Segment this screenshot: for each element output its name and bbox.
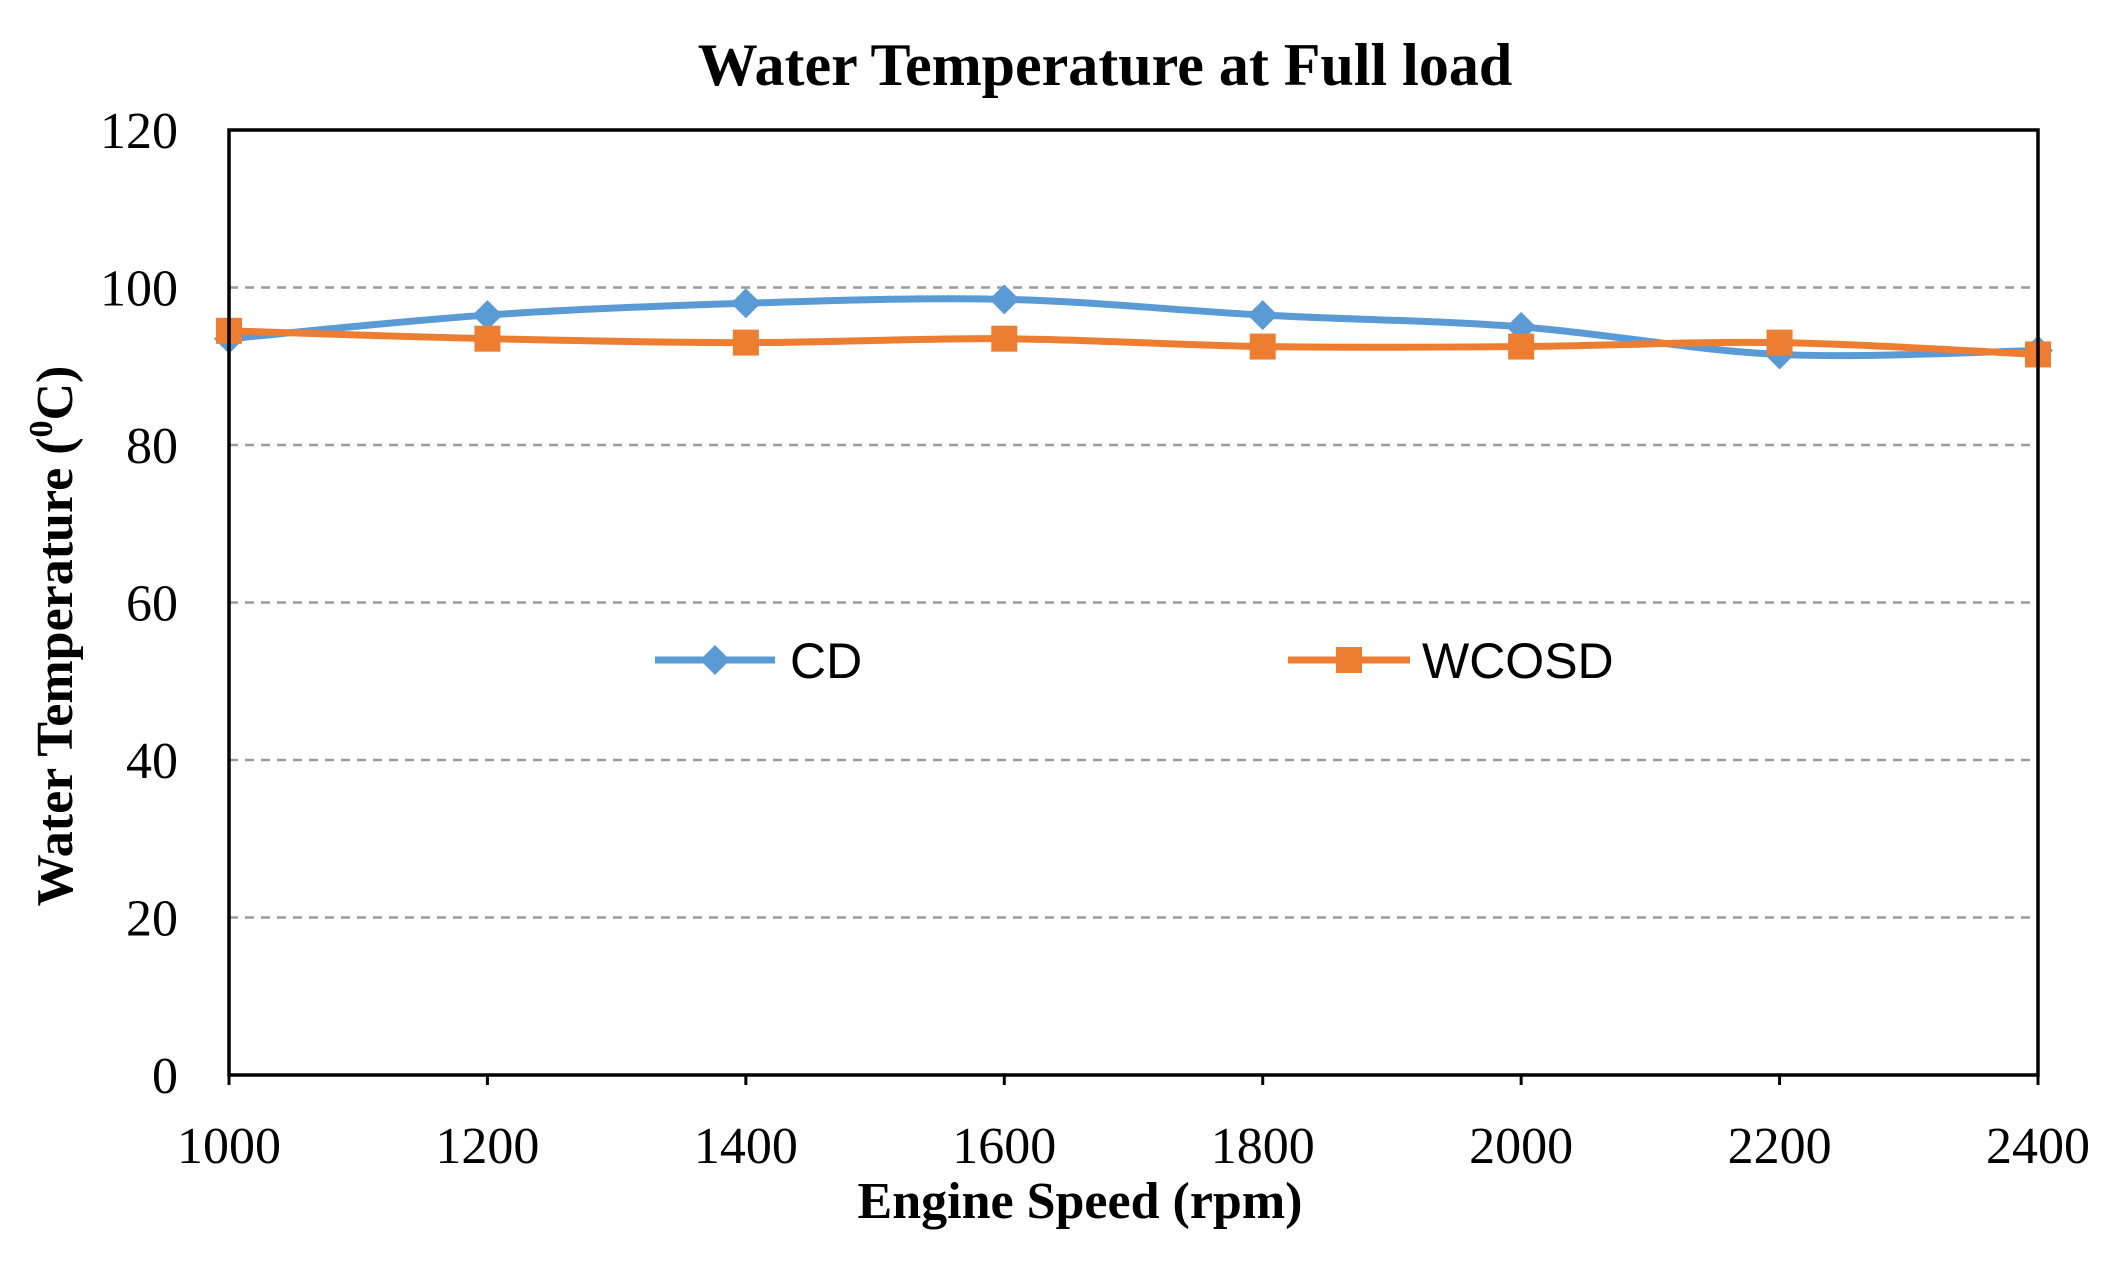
x-tick-labels: 1000 1200 1400 1600 1800 2000 2200 2400 [177,1118,2090,1175]
series-line-cd [228,295,2039,360]
x-tick-label: 2200 [1728,1118,1832,1175]
legend-label: CD [790,633,862,689]
y-tick-labels: 0 20 40 60 80 100 120 [100,103,178,1105]
legend-swatch-marker [1336,647,1362,673]
x-tick-label: 2000 [1469,1118,1573,1175]
data-point-wcosd [991,325,1018,352]
data-point-wcosd [732,329,759,356]
series-line-wcosd [228,327,2039,358]
y-tick-label: 0 [152,1048,178,1105]
y-tick-label: 120 [100,103,178,160]
legend-item-cd: CD [655,633,862,689]
y-axis-label: Water Temperature (0C) [23,366,84,907]
y-tick-label: 60 [126,576,178,633]
data-point-wcosd [1766,329,1793,356]
data-point-cd [1247,300,1278,331]
axes [227,128,2040,1085]
x-tick-label: 1400 [694,1118,798,1175]
legend-swatch-marker [700,645,730,675]
chart-title: Water Temperature at Full load [698,32,1512,98]
data-point-wcosd [474,325,501,352]
x-tick-label: 2400 [1986,1118,2090,1175]
plot-area-frame [227,128,2040,1077]
y-tick-label: 100 [100,261,178,318]
data-point-cd [989,284,1020,315]
data-point-wcosd [1508,333,1535,360]
data-point-wcosd [1249,333,1276,360]
series-group [214,284,2053,370]
legend-item-wcosd: WCOSD [1288,633,1614,689]
x-tick-label: 1600 [952,1118,1056,1175]
y-tick-label: 20 [126,891,178,948]
legend: CD WCOSD [655,633,1614,689]
y-tick-label: 80 [126,418,178,475]
y-axis-label-superscript: 0 [23,420,60,437]
y-axis-label-unit: C) [27,366,84,421]
gridlines [229,286,2038,919]
x-axis-label: Engine Speed (rpm) [858,1173,1303,1230]
y-tick-label: 40 [126,733,178,790]
data-point-cd [730,288,761,319]
data-point-cd [472,300,503,331]
x-tick-label: 1800 [1211,1118,1315,1175]
y-axis-label-main: Water Temperature ( [27,437,84,906]
x-tick-label: 1000 [177,1118,281,1175]
legend-label: WCOSD [1422,633,1614,689]
x-tick-label: 1200 [435,1118,539,1175]
